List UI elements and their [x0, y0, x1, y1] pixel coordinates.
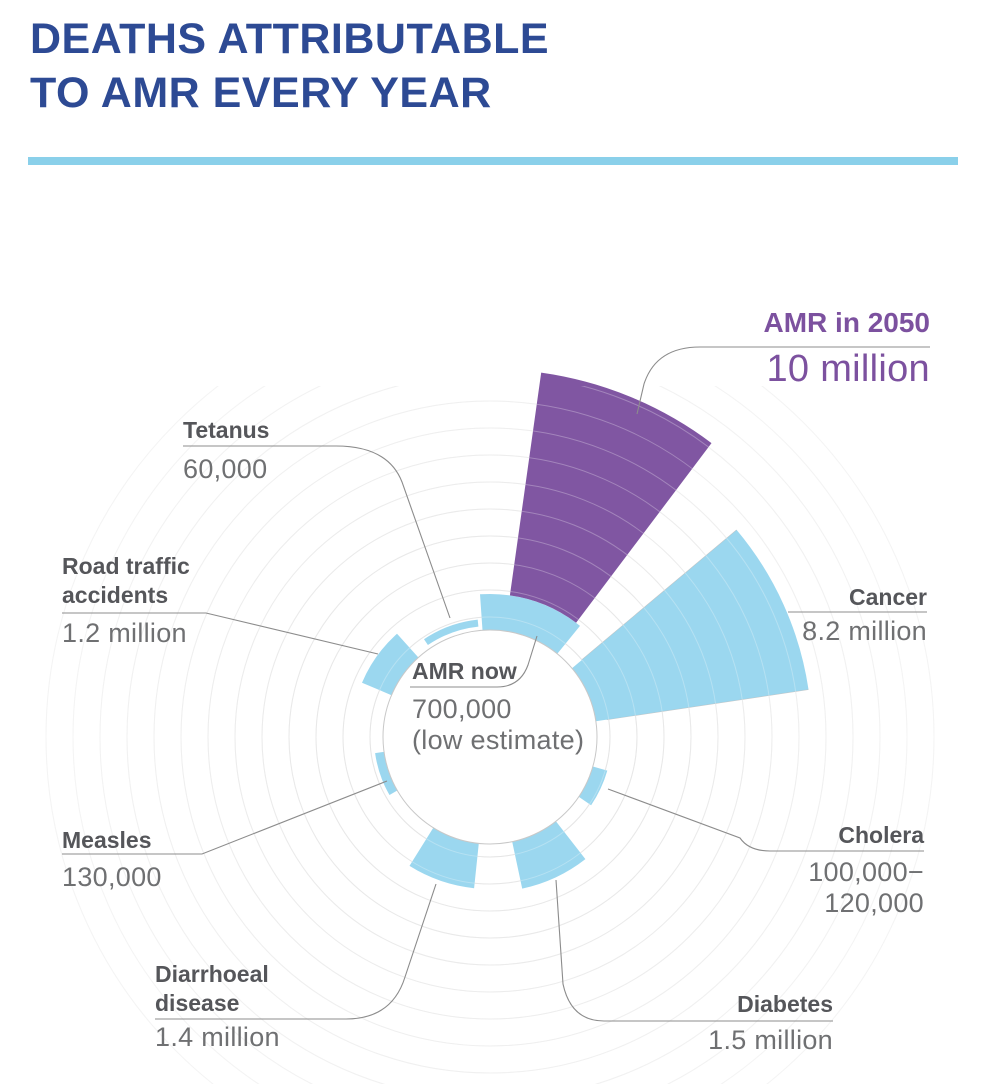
wedge-amr-2050	[509, 372, 712, 623]
grid-circle-overlay	[261, 508, 719, 966]
sector-line	[581, 529, 737, 661]
wedges	[362, 372, 809, 889]
grid-circle-overlay	[72, 386, 908, 1084]
grid-circle	[153, 400, 827, 1074]
grid-circle	[207, 454, 773, 1020]
grid-circle-overlay	[99, 386, 881, 1084]
grid-circle-overlay	[153, 400, 827, 1074]
wedge-tetanus	[424, 619, 479, 645]
grid-circle	[342, 589, 638, 885]
page-title-line-2: TO AMR EVERY YEAR	[30, 69, 492, 117]
divider-rule	[28, 157, 958, 165]
callout-diabetes	[555, 879, 833, 1022]
grid-circle	[288, 535, 692, 939]
callout-lines	[62, 346, 930, 1022]
wedge-diabetes	[512, 821, 586, 889]
grid-circle-overlay	[369, 616, 611, 858]
wedge-rta	[362, 633, 419, 696]
wedge-cholera	[578, 766, 608, 806]
grid-circle-overlay	[234, 481, 746, 993]
wedge-amr-now	[480, 593, 580, 654]
grid-circle	[72, 386, 908, 1084]
grid-circle	[99, 386, 881, 1084]
grid-circle	[180, 427, 800, 1047]
grid-circle-overlay	[126, 386, 854, 1084]
callout-rta	[62, 612, 379, 655]
wedge-cancer	[572, 530, 809, 722]
callout-amr-now	[410, 635, 538, 688]
wedge-diarrhoeal	[409, 827, 479, 889]
hub-circle	[382, 629, 598, 845]
grid-circle	[261, 508, 719, 966]
callout-diarrhoeal	[155, 883, 437, 1020]
grid-circle	[315, 562, 665, 912]
grid-circle-overlay	[342, 589, 638, 885]
grid-circle-overlay	[180, 427, 800, 1047]
grid-circle	[234, 481, 746, 993]
grid-circles	[45, 386, 935, 1084]
grid-circle	[126, 386, 854, 1084]
grid-circle-overlay	[288, 535, 692, 939]
callout-measles	[62, 780, 388, 855]
page-title-line-1: DEATHS ATTRIBUTABLE	[30, 15, 550, 63]
grid-overlay	[45, 386, 935, 1084]
callout-amr-2050	[636, 346, 930, 415]
callout-tetanus	[183, 445, 451, 619]
grid-circle-overlay	[45, 386, 935, 1084]
page-title: DEATHS ATTRIBUTABLE TO AMR EVERY YEAR	[30, 12, 549, 120]
grid-circle	[45, 386, 935, 1084]
grid-circle-overlay	[315, 562, 665, 912]
grid-circle-overlay	[207, 454, 773, 1020]
callout-cholera	[607, 788, 924, 852]
wedge-measles	[375, 751, 398, 795]
